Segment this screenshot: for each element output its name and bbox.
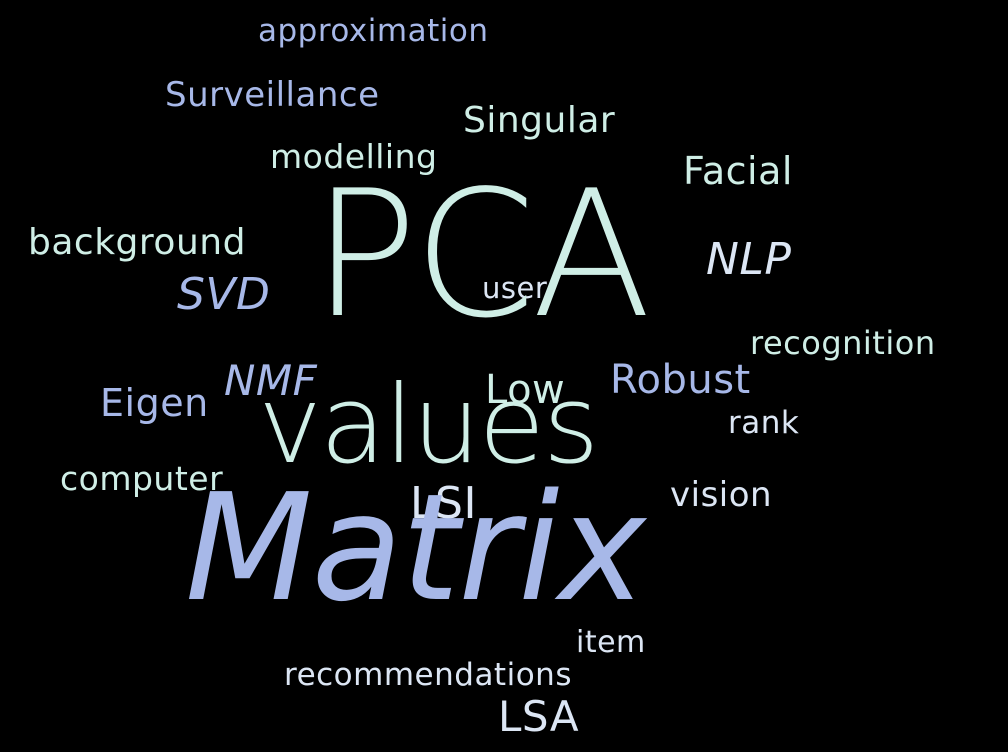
word-svd: SVD [177, 269, 271, 320]
word-user: user [482, 271, 548, 305]
word-modelling: modelling [270, 137, 438, 176]
word-values: values [258, 363, 599, 488]
word-lsa: LSA [498, 692, 580, 741]
word-facial: Facial [683, 149, 793, 193]
word-eigen: Eigen [100, 381, 209, 425]
word-recognition: recognition [750, 324, 936, 362]
word-pca: PCA [312, 154, 651, 357]
word-background: background [28, 222, 246, 263]
word-lsi: LSI [410, 478, 477, 529]
word-recommendations: recommendations [284, 657, 572, 693]
word-low: Low [485, 367, 566, 413]
word-vision: vision [670, 475, 773, 515]
word-approximation: approximation [258, 13, 489, 49]
word-rank: rank [728, 405, 800, 441]
word-robust: Robust [610, 357, 751, 403]
word-computer: computer [60, 459, 224, 498]
word-singular: Singular [463, 100, 616, 141]
word-matrix: Matrix [185, 462, 646, 634]
word-item: item [576, 625, 646, 660]
word-nlp: NLP [706, 234, 792, 285]
word-surveillance: Surveillance [165, 75, 380, 115]
word-nmf: NMF [224, 356, 318, 405]
